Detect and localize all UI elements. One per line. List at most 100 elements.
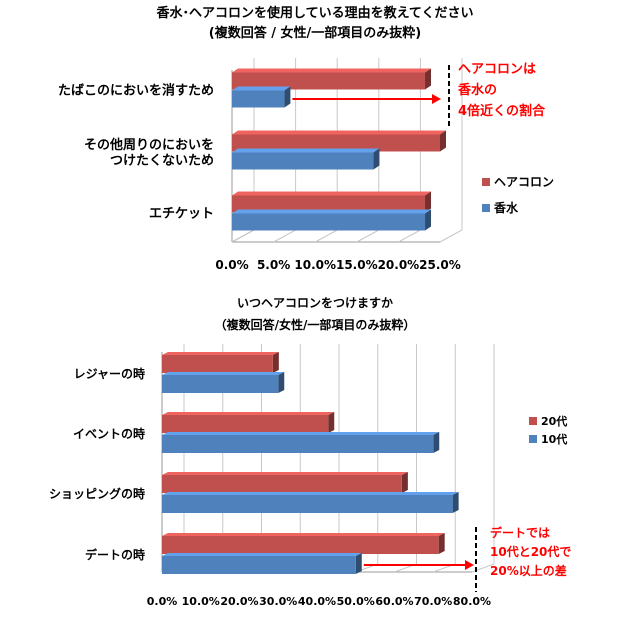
legend-swatch [482, 178, 490, 186]
bar-0-2-face [162, 475, 402, 493]
category-label: ショッピングの時 [49, 486, 145, 501]
bar-1-0-face [162, 375, 279, 393]
bar-1-1-top [232, 148, 380, 153]
bar-1-2 [162, 492, 459, 513]
legend-swatch [529, 435, 537, 443]
bar-0-0-side [272, 352, 279, 373]
bar-0-2-face [232, 195, 426, 213]
tick-label: 5.0% [257, 258, 290, 272]
gridline-floor [231, 229, 255, 243]
bar-1-0-side [278, 372, 285, 393]
chart-subtitle: （複数回答/女性/一部項目のみ抜粋） [215, 317, 416, 332]
category-label: レジャーの時 [74, 366, 145, 381]
bar-0-1 [162, 412, 335, 433]
bar-0-0-face [162, 355, 273, 373]
tick-label: 0.0% [215, 258, 248, 272]
tick-label: 70.0% [414, 595, 452, 608]
bar-0-0-side [425, 68, 432, 90]
bar-1-2-side [425, 209, 432, 231]
bar-1-1-face [232, 152, 374, 170]
gridline-floor [398, 229, 421, 243]
legend-label: 香水 [493, 200, 519, 215]
gridline-floor [314, 229, 338, 243]
tick-label: 15.0% [336, 258, 378, 272]
bar-1-3-face [162, 556, 356, 574]
bar-0-0-top [162, 352, 279, 355]
bar-0-1-side [440, 130, 446, 152]
bar-0-1-side [328, 412, 335, 433]
tick-label: 50.0% [337, 595, 375, 608]
annotation-text: 香水の [457, 82, 497, 98]
bar-0-2-side [425, 191, 432, 213]
tick-label: 10.0% [294, 258, 336, 272]
category-label: その他周りのにおいをつけたくないため [84, 137, 214, 169]
gridline-floor [439, 229, 463, 243]
legend-label: ヘアコロン [494, 175, 554, 189]
bar-0-0 [232, 68, 432, 90]
bar-1-1 [232, 148, 380, 170]
annotation-text: 20%以上の差 [490, 563, 567, 578]
tick-label: 20.0% [378, 258, 420, 272]
bar-1-0 [232, 86, 291, 108]
category-label: デートの時 [85, 547, 145, 562]
bar-0-2-top [232, 191, 432, 196]
legend-label: 10代 [541, 432, 567, 446]
annotation-text: ヘアコロンは [458, 62, 536, 77]
bar-0-0-face [232, 72, 426, 90]
bar-1-0 [162, 372, 285, 393]
gridline-floor [356, 229, 380, 243]
chart-title: 香水･ヘアコロンを使用している理由を教えてください [155, 5, 473, 21]
category-label: エチケット [149, 207, 214, 222]
bar-0-1-top [232, 130, 446, 135]
annotation-text: デートでは [490, 525, 550, 540]
bar-0-1-face [162, 415, 329, 433]
bar-1-2 [232, 209, 432, 231]
bar-1-2-side [452, 492, 459, 513]
chart-title: いつヘアコロンをつけますか [237, 296, 393, 310]
bar-1-2-top [162, 492, 459, 495]
bar-1-3-top [162, 553, 362, 556]
bar-1-2-top [232, 209, 432, 214]
arrow-head [465, 560, 474, 570]
legend-label: 20代 [541, 414, 567, 428]
tick-label: 20.0% [220, 595, 258, 608]
bar-0-1-top [162, 412, 335, 415]
category-label: イベントの時 [73, 426, 145, 441]
chart-subtitle: (複数回答 / 女性/一部項目のみ抜粋) [209, 25, 421, 41]
tick-label: 10.0% [182, 595, 220, 608]
bar-1-1-face [162, 435, 434, 453]
tick-label: 40.0% [298, 595, 336, 608]
legend-swatch [482, 204, 490, 212]
tick-label: 0.0% [147, 595, 178, 608]
bar-1-1-side [373, 148, 380, 170]
bar-0-1-face [232, 134, 440, 152]
bar-0-3-top [162, 533, 445, 536]
bar-0-0 [162, 352, 279, 373]
tick-label: 60.0% [375, 595, 413, 608]
legend-swatch [529, 417, 537, 425]
bar-1-3-side [355, 553, 362, 574]
bar-0-2 [232, 191, 432, 213]
tick-label: 30.0% [259, 595, 297, 608]
bar-0-2-top [162, 472, 408, 475]
tick-label: 25.0% [419, 258, 461, 272]
bar-1-2-face [232, 213, 426, 231]
bar-1-0-top [232, 86, 291, 91]
bar-1-3 [162, 553, 362, 574]
bar-1-2-face [162, 495, 453, 513]
category-label: たばこのにおいを消すため [58, 83, 214, 99]
annotation-text: 4倍近くの割合 [458, 103, 546, 119]
gridline-floor [273, 229, 296, 243]
bar-1-1-side [433, 432, 440, 453]
bar-0-2-side [401, 472, 408, 493]
bar-1-1-top [162, 432, 440, 435]
bar-0-1 [232, 130, 446, 152]
bar-1-0-top [162, 372, 285, 375]
bar-1-1 [162, 432, 440, 453]
arrow-head [432, 94, 441, 104]
bar-1-0-side [284, 86, 291, 108]
bar-0-3 [162, 533, 445, 554]
tick-label: 80.0% [453, 595, 491, 608]
bar-0-2 [162, 472, 408, 493]
